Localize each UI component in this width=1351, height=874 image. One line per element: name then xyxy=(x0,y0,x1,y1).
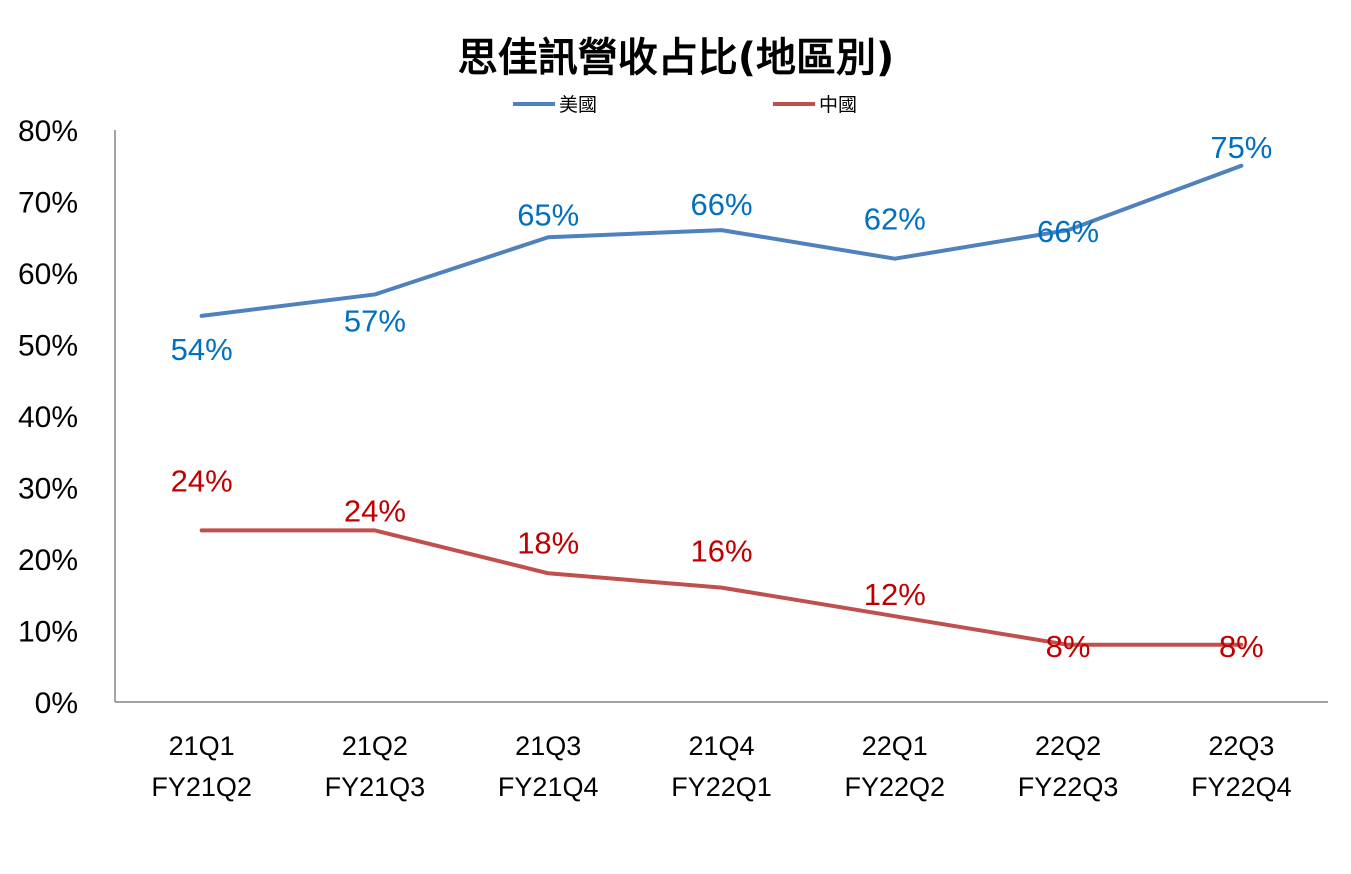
data-label-1-6: 8% xyxy=(1219,629,1264,664)
series-line-1 xyxy=(199,528,1244,647)
legend: 美國 中國 xyxy=(513,94,857,116)
y-axis-ticks: 0% 10% 20% 30% 40% 50% 60% 70% 80% xyxy=(18,115,78,720)
x-tick-label: 22Q1 FY22Q2 xyxy=(845,731,946,802)
legend-label-0: 美國 xyxy=(559,94,597,116)
data-label-1-5: 8% xyxy=(1046,629,1091,664)
x-tick-label: 22Q3 FY22Q4 xyxy=(1191,731,1292,802)
series-line-0 xyxy=(199,163,1244,318)
x-axis-ticks: 21Q1 FY21Q2 21Q2 FY21Q3 21Q3 FY21Q4 21Q4 FY22Q1… xyxy=(151,731,1291,802)
y-tick-label: 50% xyxy=(18,330,78,363)
data-label-0-5: 66% xyxy=(1037,214,1099,249)
x-tick-label: 22Q2 FY22Q3 xyxy=(1018,731,1119,802)
y-tick-label: 80% xyxy=(18,115,78,148)
data-label-1-0: 24% xyxy=(171,463,233,498)
data-labels: 54% 57% 65% 66% 62% 66% 75% 24% 24% 18% 16% 12% 8% 8% xyxy=(171,130,1273,664)
x-tick-label: 21Q2 FY21Q3 xyxy=(325,731,426,802)
data-label-1-1: 24% xyxy=(344,493,406,528)
y-tick-label: 20% xyxy=(18,544,78,577)
x-tick-label: 21Q1 FY21Q2 xyxy=(151,731,252,802)
data-label-1-3: 16% xyxy=(690,534,752,569)
x-tick-label: 21Q3 FY21Q4 xyxy=(498,731,599,802)
y-tick-label: 60% xyxy=(18,258,78,291)
y-tick-label: 10% xyxy=(18,616,78,649)
chart-title: 思佳訊營收占比(地區別) xyxy=(458,35,895,81)
legend-label-1: 中國 xyxy=(819,94,857,116)
y-tick-label: 0% xyxy=(35,687,78,720)
data-label-0-2: 65% xyxy=(517,197,579,232)
y-tick-label: 40% xyxy=(18,401,78,434)
data-label-0-0: 54% xyxy=(171,332,233,367)
data-label-0-1: 57% xyxy=(344,303,406,338)
series-lines xyxy=(199,163,1244,647)
x-tick-label: 21Q4 FY22Q1 xyxy=(671,731,772,802)
y-tick-label: 30% xyxy=(18,473,78,506)
data-label-1-4: 12% xyxy=(864,577,926,612)
data-label-1-2: 18% xyxy=(517,525,579,560)
data-label-0-4: 62% xyxy=(864,202,926,237)
data-label-0-6: 75% xyxy=(1210,130,1272,165)
y-tick-label: 70% xyxy=(18,187,78,220)
data-label-0-3: 66% xyxy=(690,187,752,222)
